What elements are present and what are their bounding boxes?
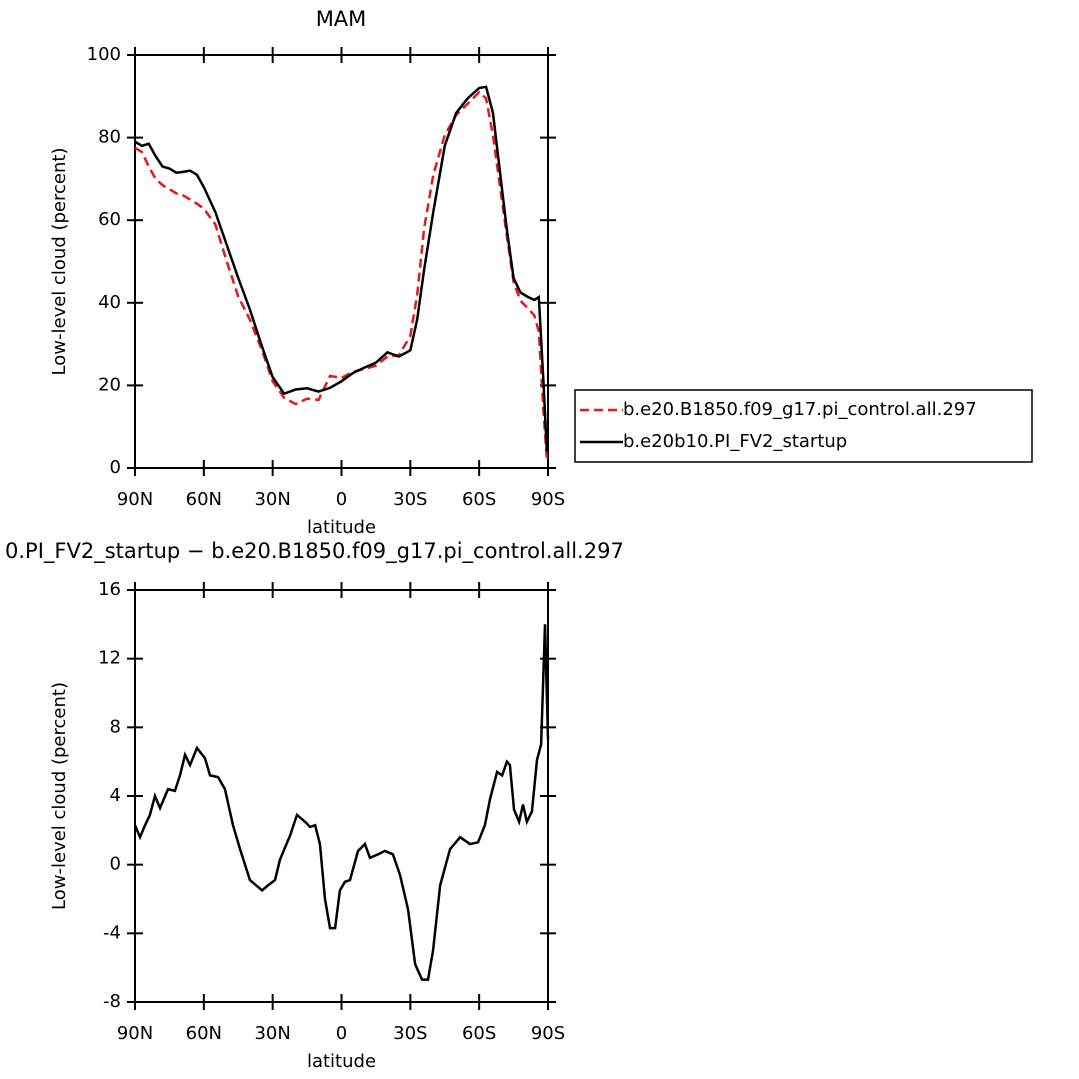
- legend-label: b.e20.B1850.f09_g17.pi_control.all.297: [623, 399, 977, 420]
- y-tick-label: 0: [110, 854, 121, 875]
- y-tick-label: 4: [110, 785, 121, 806]
- x-axis-label: latitude: [307, 1051, 376, 1072]
- x-tick-label: 30N: [254, 489, 290, 510]
- x-tick-label: 0: [336, 489, 347, 510]
- data-line: [133, 624, 550, 981]
- x-tick-label: 60N: [186, 1023, 222, 1044]
- data-line: [134, 90, 549, 460]
- y-tick-label: -8: [103, 991, 121, 1012]
- x-tick-label: 60S: [462, 489, 496, 510]
- x-tick-label: 60N: [186, 489, 222, 510]
- chart-title: MAM: [316, 7, 367, 31]
- y-tick-label: 8: [110, 716, 121, 737]
- plot-frame: [134, 589, 549, 1003]
- y-axis-label: Low-level cloud (percent): [49, 148, 70, 376]
- y-axis-label: Low-level cloud (percent): [49, 682, 70, 910]
- y-tick-label: 12: [98, 648, 121, 669]
- plot-frame: [134, 54, 549, 469]
- chart-title: 0.PI_FV2_startup − b.e20.B1850.f09_g17.p…: [5, 539, 624, 564]
- y-tick-label: 16: [98, 579, 121, 600]
- y-tick-label: 0: [110, 457, 121, 478]
- x-tick-label: 90N: [117, 489, 153, 510]
- x-tick-label: 0: [336, 1023, 347, 1044]
- legend-label: b.e20b10.PI_FV2_startup: [623, 431, 847, 452]
- x-tick-label: 90N: [117, 1023, 153, 1044]
- x-tick-label: 60S: [462, 1023, 496, 1044]
- x-tick-label: 30S: [393, 1023, 427, 1044]
- y-tick-label: 60: [98, 209, 121, 230]
- legend-box: [574, 389, 1033, 463]
- data-line: [134, 85, 549, 452]
- y-tick-label: 20: [98, 374, 121, 395]
- x-tick-label: 30N: [254, 1023, 290, 1044]
- x-axis-label: latitude: [307, 517, 376, 538]
- y-tick-label: -4: [103, 922, 121, 943]
- x-tick-label: 90S: [531, 489, 565, 510]
- x-tick-label: 30S: [393, 489, 427, 510]
- x-tick-label: 90S: [531, 1023, 565, 1044]
- y-tick-label: 100: [87, 44, 121, 65]
- y-tick-label: 80: [98, 127, 121, 148]
- y-tick-label: 40: [98, 292, 121, 313]
